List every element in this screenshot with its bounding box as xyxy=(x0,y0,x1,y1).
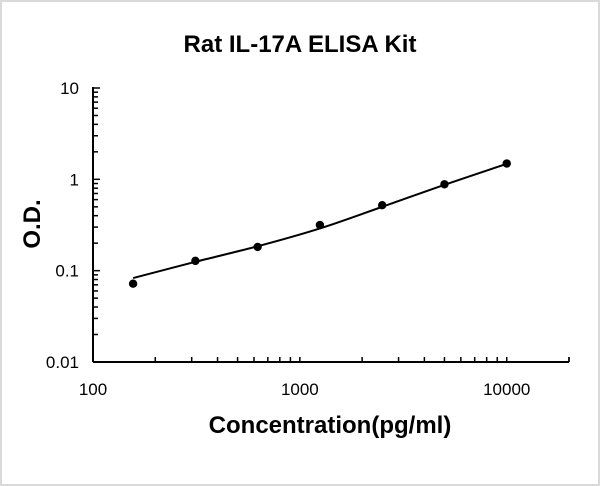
y-axis-label: O.D. xyxy=(19,199,46,249)
y-tick-label: 0.1 xyxy=(55,262,79,281)
x-axis-label: Concentration(pg/ml) xyxy=(208,412,452,439)
y-tick-label: 0.01 xyxy=(46,353,79,372)
data-point xyxy=(377,200,387,210)
data-point xyxy=(440,180,449,189)
data-points xyxy=(128,159,511,288)
y-tick-label: 10 xyxy=(60,79,79,98)
data-point xyxy=(253,242,262,252)
data-point xyxy=(502,159,511,168)
data-point xyxy=(191,256,200,266)
x-tick-label: 1000 xyxy=(281,380,319,399)
axes: 0.01 0.1 1 10 100 1000 10000 xyxy=(46,79,570,399)
x-tick-label: 10000 xyxy=(483,380,530,399)
data-point xyxy=(128,279,138,288)
x-tick-label: 100 xyxy=(79,380,107,399)
chart-title: Rat IL-17A ELISA Kit xyxy=(183,31,417,58)
y-tick-label: 1 xyxy=(70,170,79,189)
data-point xyxy=(315,220,325,230)
